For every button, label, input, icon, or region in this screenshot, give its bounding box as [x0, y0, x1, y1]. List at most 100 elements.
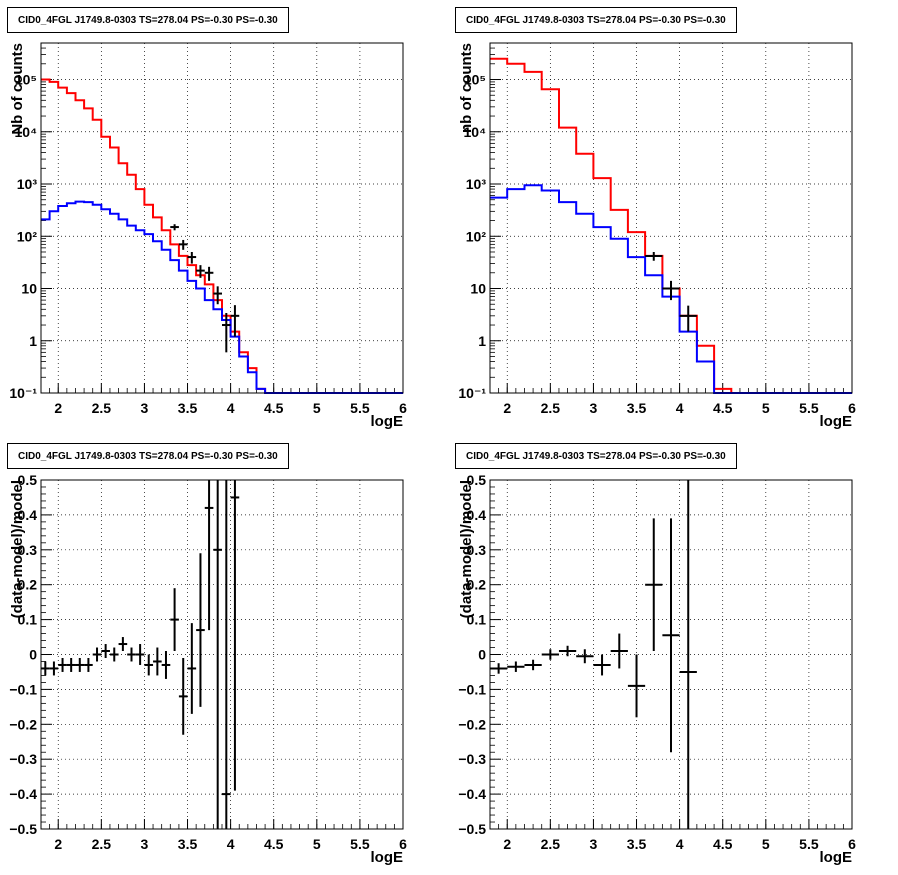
data-point [558, 645, 577, 657]
x-axis-label: logE [820, 413, 853, 430]
data-point [196, 553, 205, 707]
x-tick-label: 2.5 [541, 400, 561, 416]
data-point [576, 649, 594, 664]
y-tick-label: 0.2 [467, 577, 487, 593]
x-tick-label: 6 [848, 400, 856, 416]
y-tick-label: 1 [478, 333, 486, 349]
data-point [92, 647, 102, 662]
y-tick-label: −0.3 [458, 751, 486, 767]
chart-title: CID0_4FGL J1749.8-0303 TS=278.04 PS=-0.3… [455, 443, 737, 469]
data-point [213, 286, 222, 305]
data-point [84, 657, 93, 672]
data-point [170, 588, 179, 652]
x-tick-label: 3.5 [627, 836, 647, 852]
x-tick-label: 3 [590, 836, 598, 852]
y-tick-label: −0.2 [458, 716, 486, 732]
x-tick-label: 3 [590, 400, 598, 416]
data-point [187, 623, 197, 714]
y-axis-label: Nb of counts [9, 43, 26, 135]
y-tick-label: 10 [21, 281, 37, 297]
x-tick-label: 4.5 [713, 836, 733, 852]
data-point [507, 661, 525, 672]
data-point [627, 654, 646, 718]
data-point [187, 251, 197, 264]
y-tick-label: 0.5 [467, 472, 487, 488]
x-tick-label: 3.5 [178, 400, 198, 416]
data-point [153, 647, 162, 676]
x-tick-label: 4.5 [264, 836, 284, 852]
chart-svg: 2 2.5 3 3.5 4 4.5 5 5.5 6 −0.5 −0.4 −0.3 −0.2 −0.1 0 0.… [458, 472, 856, 866]
y-tick-label: 10³ [17, 176, 38, 192]
y-tick-label: 10³ [466, 176, 487, 192]
data-point [679, 480, 697, 829]
x-tick-label: 2.5 [541, 836, 561, 852]
y-tick-label: 0.4 [467, 507, 487, 523]
y-tick-label: −0.5 [458, 821, 486, 837]
y-tick-label: −0.1 [458, 681, 486, 697]
chart-title: CID0_4FGL J1749.8-0303 TS=278.04 PS=-0.3… [7, 443, 289, 469]
plot-frame [489, 479, 853, 830]
x-axis-label: logE [371, 413, 404, 430]
data-point [662, 518, 680, 753]
y-tick-label: 10⁴ [464, 124, 487, 140]
x-tick-label: 2 [54, 400, 62, 416]
x-tick-label: 3 [141, 400, 149, 416]
x-tick-label: 4.5 [264, 400, 284, 416]
data-point [170, 224, 179, 231]
y-tick-label: −0.1 [9, 681, 37, 697]
y-axis-label: (data-model)/model [458, 480, 475, 618]
y-tick-label: 0.1 [18, 612, 38, 628]
x-axis-label: logE [371, 849, 404, 866]
data-point [135, 644, 145, 665]
y-tick-label: −0.4 [9, 786, 37, 802]
x-tick-label: 2.5 [92, 836, 112, 852]
chart-bottom-right-residuals: 2 2.5 3 3.5 4 4.5 5 5.5 6 −0.5 −0.4 −0.3 −0.2 −0.1 0 0.… [449, 437, 898, 875]
x-tick-label: 5 [313, 400, 321, 416]
x-tick-label: 3.5 [627, 400, 647, 416]
chart-svg: 2 2.5 3 3.5 4 4.5 5 5.5 6 10⁻¹ 1 10 10² 10³ 10⁴ 10⁵ logE… [458, 42, 856, 430]
x-tick-label: 5 [762, 400, 770, 416]
y-tick-label: 10⁵ [464, 72, 486, 88]
y-tick-label: 0.2 [18, 577, 38, 593]
y-tick-label: 0 [478, 647, 486, 663]
data-point [109, 647, 119, 662]
y-tick-label: 0.4 [18, 507, 38, 523]
chart-title: CID0_4FGL J1749.8-0303 TS=278.04 PS=-0.3… [7, 7, 289, 33]
chart-top-right-counts: 2 2.5 3 3.5 4 4.5 5 5.5 6 10⁻¹ 1 10 10² 10³ 10⁴ 10⁵ logE… [449, 0, 898, 437]
data-point [645, 251, 663, 261]
data-point [645, 518, 663, 652]
x-tick-label: 5.5 [350, 400, 370, 416]
y-tick-label: −0.4 [458, 786, 486, 802]
plot-frame [40, 479, 404, 830]
data-point [144, 654, 154, 676]
data-point [101, 644, 110, 658]
data-point [75, 657, 85, 672]
data-point [178, 239, 188, 250]
x-tick-label: 2 [54, 836, 62, 852]
data-point [230, 305, 240, 337]
data-point [222, 480, 231, 829]
data-point [204, 480, 214, 631]
y-tick-label: 0.3 [467, 542, 487, 558]
x-tick-label: 3.5 [178, 836, 198, 852]
x-tick-label: 2.5 [92, 400, 112, 416]
x-tick-label: 5.5 [799, 836, 819, 852]
y-tick-label: 10² [466, 228, 487, 244]
plot-frame [40, 42, 404, 394]
x-tick-label: 4 [676, 836, 684, 852]
y-tick-label: 0.3 [18, 542, 38, 558]
x-tick-label: 5.5 [350, 836, 370, 852]
y-tick-label: 0.1 [467, 612, 487, 628]
data-point [127, 647, 136, 662]
y-tick-label: 1 [29, 333, 37, 349]
y-axis-label: (data-model)/model [9, 480, 26, 618]
data-point [230, 480, 240, 791]
data-point [541, 649, 559, 660]
data-point [41, 661, 50, 676]
data-point [204, 266, 214, 281]
data-point [524, 659, 542, 671]
y-tick-label: −0.2 [9, 716, 37, 732]
y-tick-label: 10⁻¹ [458, 385, 486, 401]
chart-svg: 2 2.5 3 3.5 4 4.5 5 5.5 6 −0.5 −0.4 −0.3 −0.2 −0.1 0 0.… [9, 472, 407, 866]
chart-top-left-counts: 2 2.5 3 3.5 4 4.5 5 5.5 6 10⁻¹ 1 10 10² 10³ 10⁴ 10⁵ logE… [0, 0, 449, 437]
